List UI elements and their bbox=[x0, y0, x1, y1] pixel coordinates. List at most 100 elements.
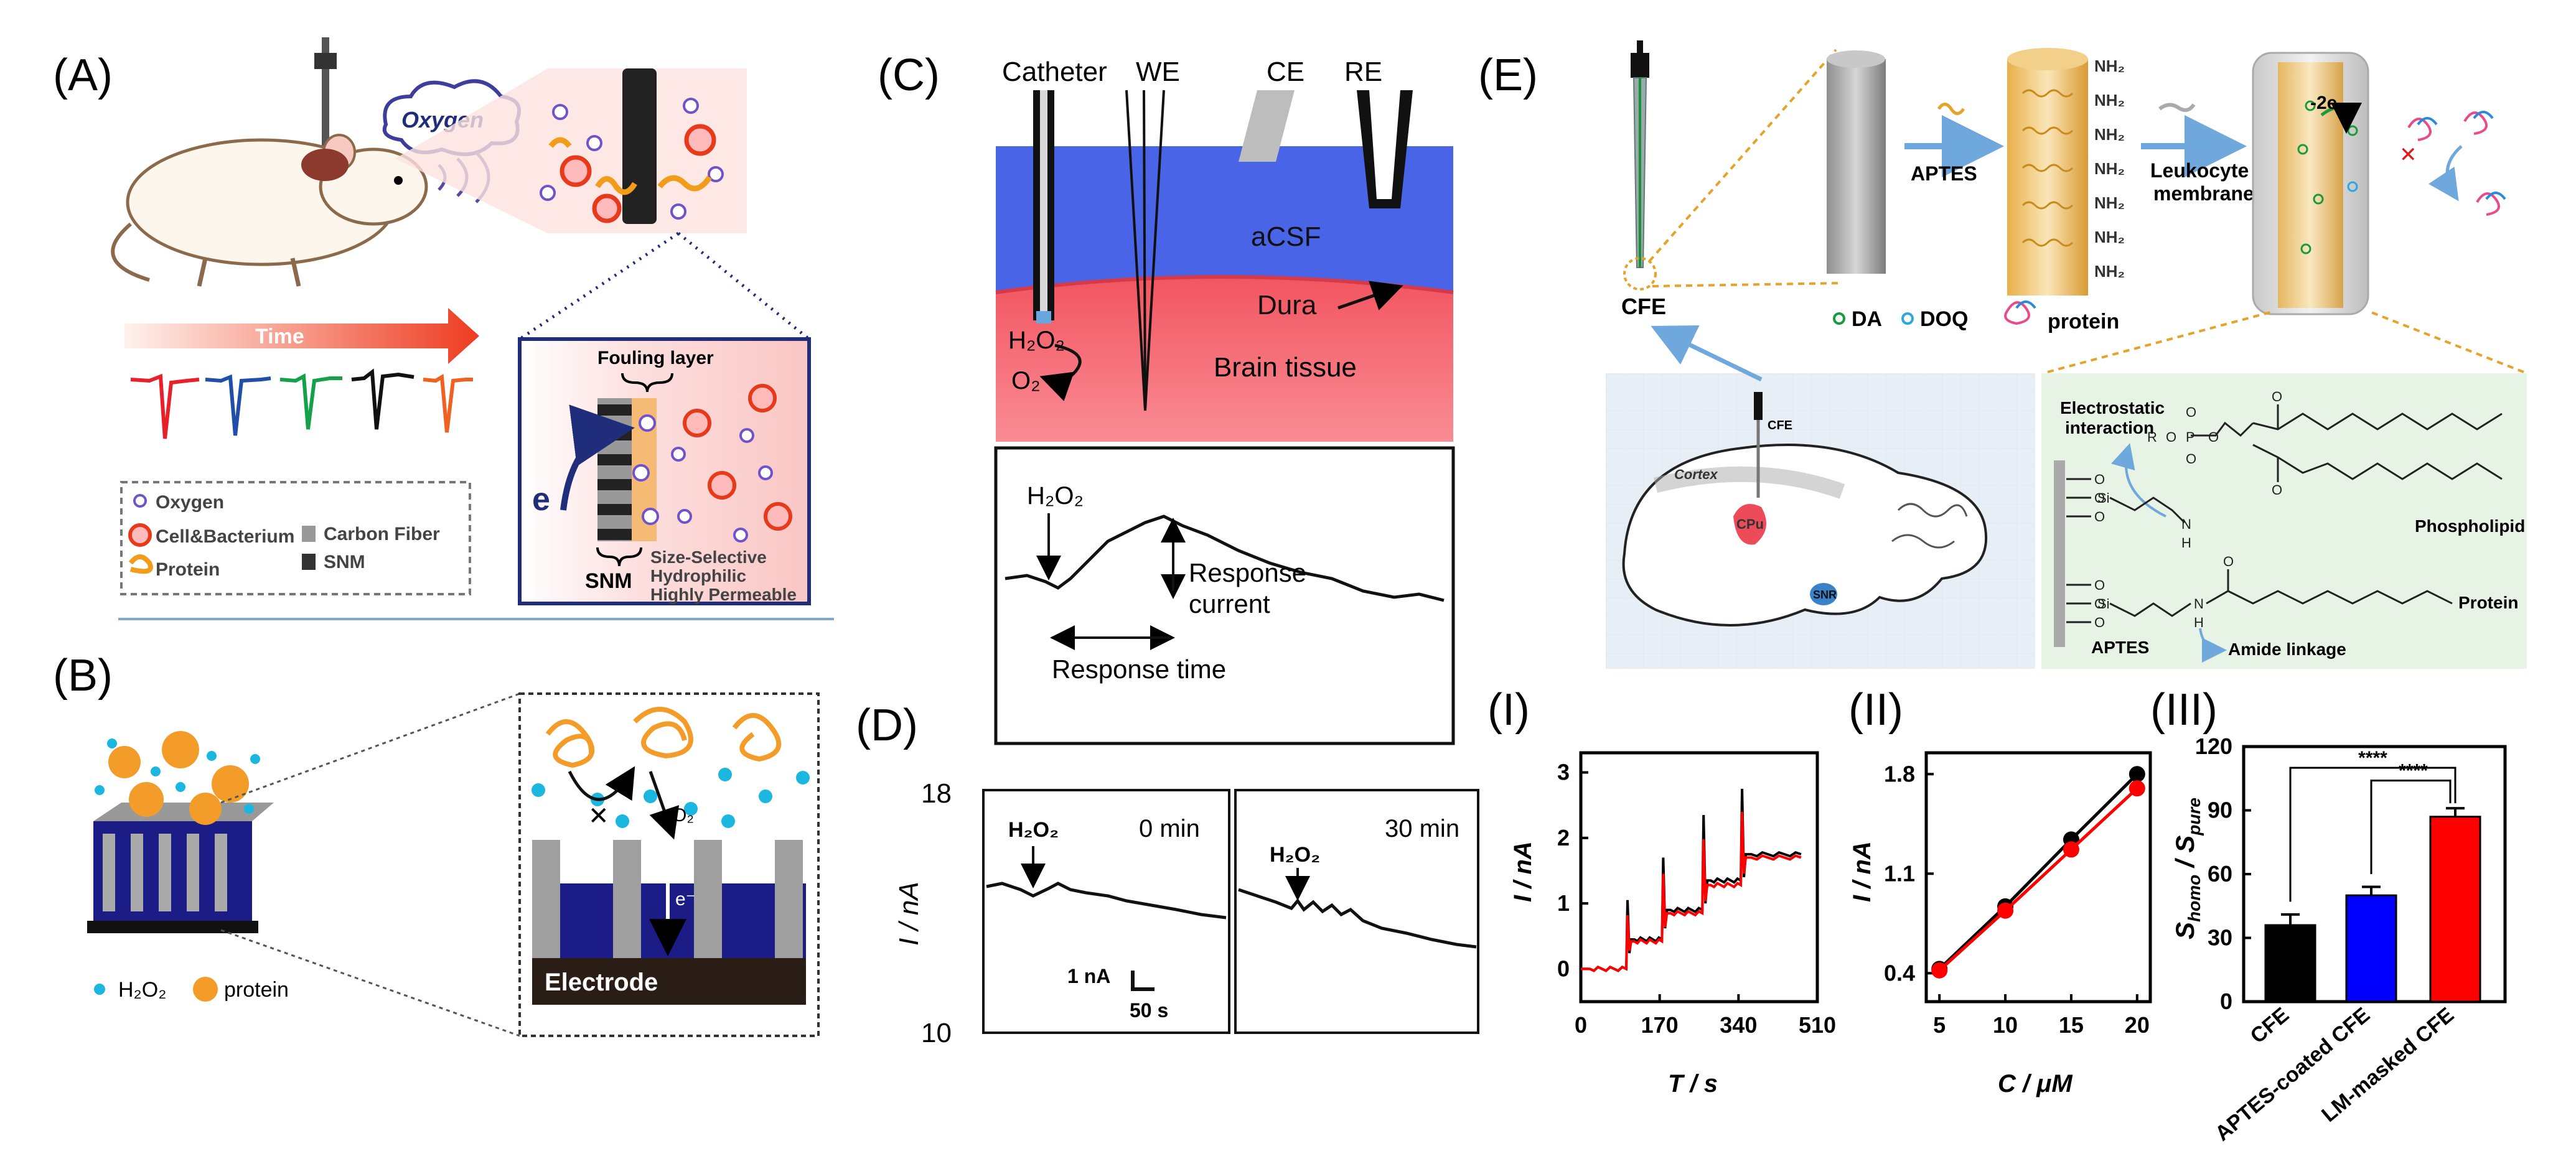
cfe-link-arrow bbox=[1651, 325, 1763, 382]
panel-e-label: (E) bbox=[1478, 50, 1538, 100]
chart-ii-point-red bbox=[2129, 780, 2145, 797]
response-trace-box bbox=[994, 446, 1455, 745]
h2o2-label-c: H₂O₂ bbox=[1008, 327, 1065, 354]
chart-i-series-red bbox=[1581, 811, 1802, 972]
nh2-group-labels: NH₂ NH₂ NH₂ NH₂ NH₂ NH₂ NH₂ bbox=[2094, 57, 2125, 281]
electrostatic-arrow bbox=[2110, 443, 2166, 518]
dura-arrow bbox=[1337, 281, 1403, 310]
electrode-array bbox=[87, 803, 274, 933]
electron-arrow bbox=[560, 404, 635, 511]
aptes-label-chem: APTES bbox=[2091, 638, 2149, 657]
cell-legend-icon bbox=[128, 523, 152, 547]
chart-i: (I) T / s I / nA 0 170 340 510 0 1 2 3 bbox=[1487, 685, 1836, 1097]
carbon-fiber-legend-icon bbox=[302, 526, 316, 542]
fouling-layer-label: Fouling layer bbox=[597, 348, 714, 368]
chem-guide-left bbox=[2047, 310, 2275, 373]
chart-i-frame bbox=[1579, 751, 1819, 1004]
brain-tissue-region bbox=[996, 277, 1453, 442]
trace-0min bbox=[986, 882, 1227, 920]
chart-i-y-tick-label: 1 bbox=[1557, 890, 1570, 916]
chemistry-box bbox=[2041, 373, 2527, 669]
chart-i-xlabel: T / s bbox=[1668, 1070, 1718, 1097]
atom-o: O bbox=[2094, 490, 2105, 506]
chart-iii-sig-bracket bbox=[2370, 780, 2452, 874]
response-current-label-2: current bbox=[1189, 589, 1270, 618]
electron-label-b: e⁻ bbox=[675, 889, 696, 910]
leukocyte-label-1: Leukocyte bbox=[2150, 159, 2249, 182]
time-label: Time bbox=[255, 325, 304, 348]
repulsion-arrow bbox=[2428, 145, 2463, 202]
inset-particles bbox=[671, 384, 792, 543]
nh2-label: NH₂ bbox=[2094, 91, 2125, 109]
reference-electrode bbox=[1357, 90, 1413, 208]
panel-d-ylabel: I / nA bbox=[894, 882, 924, 946]
inset-h2o2-dots bbox=[532, 768, 810, 828]
atom-si: Si bbox=[2097, 596, 2110, 612]
atom-o: O bbox=[2186, 451, 2196, 467]
catheter bbox=[1033, 90, 1054, 324]
panel-a-label: (A) bbox=[53, 50, 113, 100]
protein-legend-icon-b bbox=[193, 977, 218, 1002]
panel-b-h2o2 bbox=[95, 738, 260, 814]
field-particles bbox=[540, 98, 724, 223]
inset-pores bbox=[532, 840, 806, 958]
nh2-label: NH₂ bbox=[2094, 57, 2125, 75]
atom-p: P bbox=[2186, 429, 2195, 445]
chart-iii-bar bbox=[2264, 924, 2316, 1003]
snm-property-2: Hydrophilic bbox=[650, 566, 746, 585]
nh2-label: NH₂ bbox=[2094, 262, 2125, 281]
chart-i-ylabel: I / nA bbox=[1509, 841, 1537, 902]
atom-h: H bbox=[2194, 615, 2204, 630]
panel-b-proteins bbox=[108, 731, 249, 825]
h2o2-legend-icon bbox=[94, 984, 105, 995]
electrode-label: Electrode bbox=[545, 969, 658, 996]
legend-protein: Protein bbox=[156, 559, 220, 580]
nh2-label: NH₂ bbox=[2094, 159, 2125, 178]
b-guide-top bbox=[220, 692, 520, 804]
cfe-label: CFE bbox=[1621, 294, 1666, 319]
chart-i-series-black bbox=[1581, 788, 1802, 972]
cpu-label: CPu bbox=[1736, 516, 1764, 532]
probe-clamp bbox=[314, 53, 337, 69]
atom-o: O bbox=[2094, 615, 2105, 630]
chart-ii-y-tick-label: 0.4 bbox=[1884, 960, 1915, 985]
chart-iii-bar bbox=[2345, 894, 2397, 1003]
atom-o: O bbox=[2166, 429, 2176, 445]
chart-i-y-tick-label: 2 bbox=[1557, 825, 1570, 850]
chart-iii-y-tick-label: 90 bbox=[2208, 798, 2232, 823]
legend-box bbox=[120, 481, 471, 595]
bare-carbon-fiber bbox=[1827, 50, 1886, 274]
chart-iii-category-label: APTES-coated CFE bbox=[2211, 1003, 2374, 1145]
panel-c-label: (C) bbox=[878, 50, 940, 100]
atom-o: O bbox=[2186, 404, 2196, 420]
chem-guide-right bbox=[2368, 310, 2524, 373]
panel-c: (C) Catheter WE CE RE aCSF Dura H₂O₂ O₂ … bbox=[878, 50, 1455, 745]
chart-ii-frame bbox=[1924, 751, 2152, 1004]
oxygen-legend-icon bbox=[133, 494, 147, 508]
trace-30min-h2o2: H₂O₂ bbox=[1270, 843, 1320, 867]
conversion-arrow bbox=[1039, 343, 1082, 401]
chart-i-x-tick-label: 510 bbox=[1799, 1012, 1836, 1038]
da-legend-icon bbox=[1833, 312, 1845, 325]
chart-iii: (III) Shomo / Spure 0 30 60 90 120 CFEAPTES-c… bbox=[2150, 685, 2507, 1145]
ylabel-sub-homo: homo bbox=[2185, 875, 2204, 922]
permeation-arrow bbox=[649, 771, 680, 840]
chart-ii-x-tick-label: 20 bbox=[2125, 1012, 2150, 1038]
inset-guide-left bbox=[518, 231, 680, 341]
panel-b-legend-h2o2: H₂O₂ bbox=[118, 978, 166, 1002]
brain-sagittal bbox=[1622, 392, 1988, 626]
o2-label-c: O₂ bbox=[1011, 367, 1041, 394]
snm-legend-icon bbox=[302, 554, 316, 570]
o2-label: O₂ bbox=[672, 805, 694, 826]
chart-iii-ylabel: Shomo / Spure bbox=[2170, 798, 2204, 939]
nh2-label: NH₂ bbox=[2094, 193, 2125, 212]
trace-30min-time: 30 min bbox=[1385, 815, 1459, 842]
cortex-label: Cortex bbox=[1674, 467, 1718, 482]
snm-brace bbox=[596, 547, 642, 567]
inset-protein-tangles bbox=[545, 707, 782, 768]
atom-n: N bbox=[2194, 596, 2204, 612]
blocked-mark: ✕ bbox=[588, 803, 609, 830]
chart-iii-y-tick-label: 0 bbox=[2220, 989, 2232, 1014]
chart-ii-ylabel: I / nA bbox=[1848, 841, 1876, 902]
